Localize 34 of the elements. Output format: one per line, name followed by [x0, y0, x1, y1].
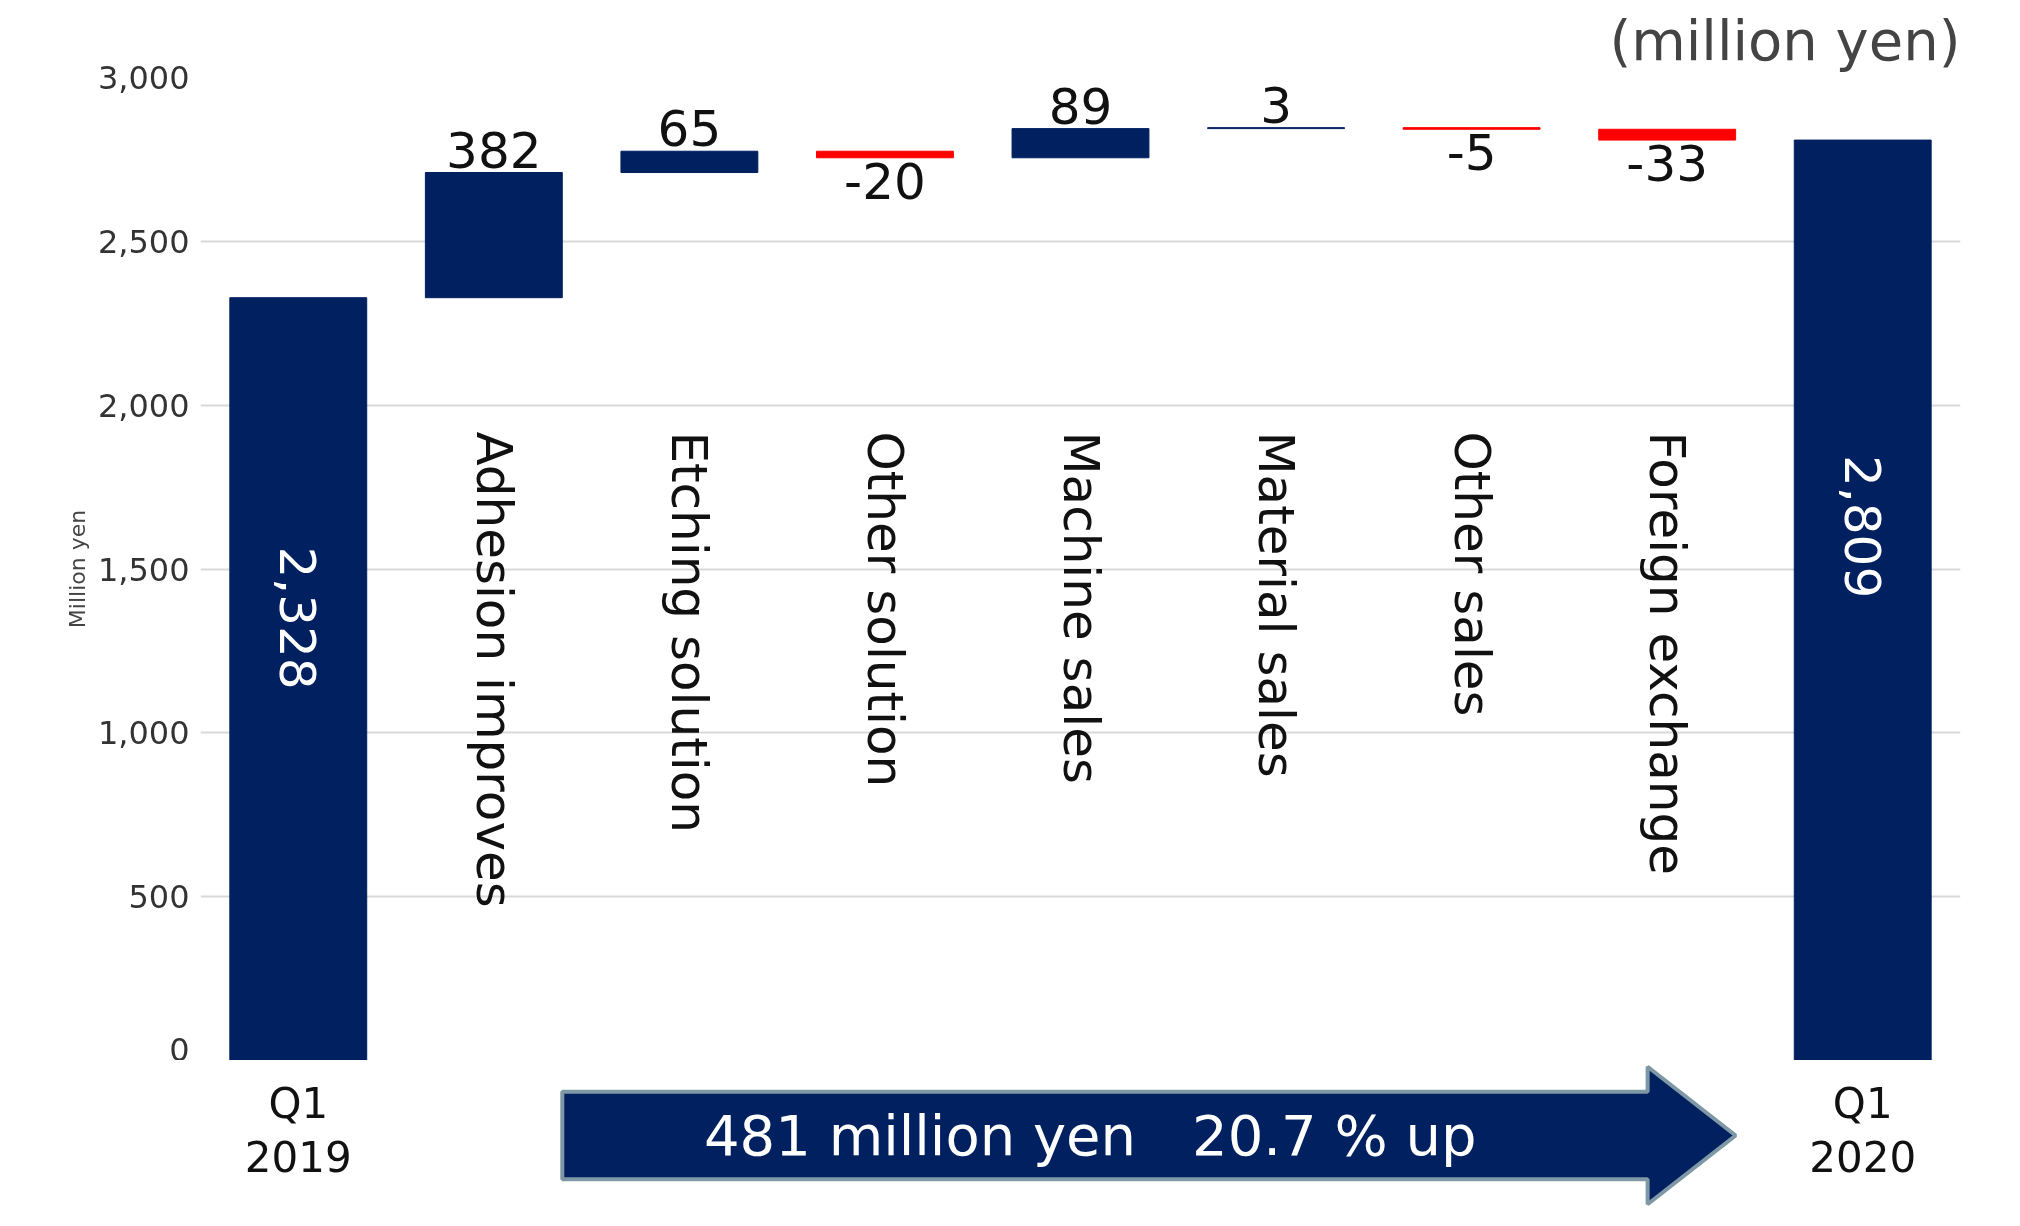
y-tick-label: 500 [128, 878, 190, 917]
text: (million yen) [1609, 7, 1961, 73]
x-tick-label: Q1 2020 [1809, 1079, 1917, 1183]
text: 481 million yen 20.7 % up [703, 1103, 1477, 1168]
y-tick-label: 3,000 [97, 59, 190, 97]
data-label: -20 [844, 152, 926, 211]
data-label: 2,328 [268, 546, 327, 690]
data-label: 3 [1260, 76, 1292, 135]
x-tick-label: Adhesion improves [464, 431, 523, 908]
data-label: 65 [657, 100, 722, 159]
x-tick-label: Machine sales [1051, 431, 1110, 784]
y-tick-label: 2,500 [97, 222, 190, 261]
bar [816, 150, 954, 159]
bar [620, 150, 759, 174]
x-tick-label: Other solution [855, 431, 914, 788]
x-tick-label: Material sales [1247, 431, 1306, 778]
data-label: -5 [1446, 124, 1497, 183]
bar [424, 172, 563, 299]
x-tick-label: Foreign exchange [1638, 431, 1697, 875]
bar [229, 297, 368, 1060]
y-tick-label: 1,000 [97, 714, 190, 753]
data-label: 89 [1048, 77, 1113, 136]
bar [1793, 139, 1932, 1060]
x-tick-label: Other sales [1442, 431, 1501, 717]
y-tick-label: 1,500 [97, 550, 190, 589]
x-tick-label: Q1 2019 [244, 1079, 352, 1183]
data-label: 2,809 [1832, 455, 1891, 599]
x-tick-label: Etching solution [660, 431, 719, 833]
data-label: 382 [446, 121, 542, 180]
y-tick-label: 2,000 [97, 386, 190, 425]
bar [1598, 128, 1737, 141]
bar [1011, 128, 1150, 159]
y-axis-title: Million yen [64, 509, 90, 629]
data-label: -33 [1626, 135, 1709, 193]
